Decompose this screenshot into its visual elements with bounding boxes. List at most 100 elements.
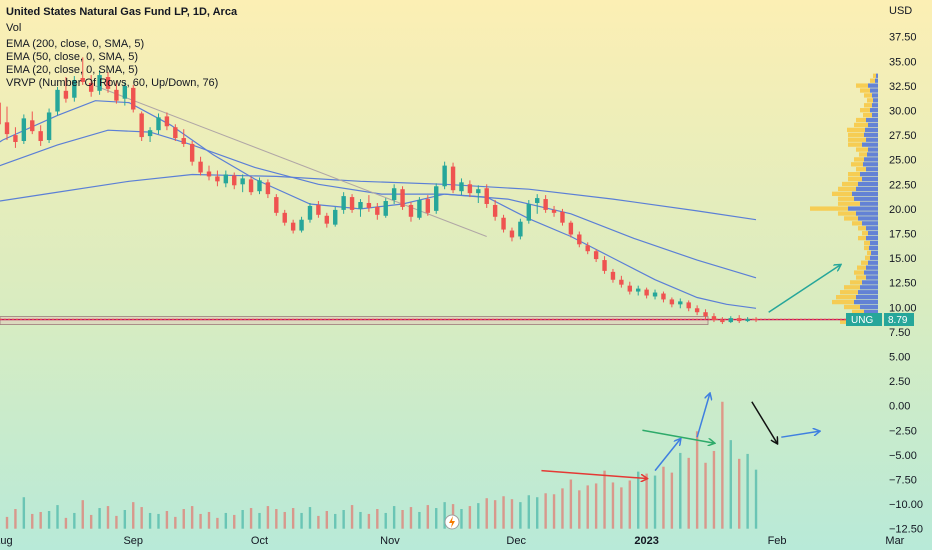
vp-row-up: [869, 245, 878, 251]
blue-arrow-2: [696, 394, 710, 438]
candle-body: [0, 102, 1, 125]
volume-profile: [810, 73, 878, 324]
volume-bar: [620, 487, 623, 529]
candle-body: [753, 319, 759, 321]
candle-body: [745, 319, 750, 322]
candle-body: [737, 318, 742, 322]
legend-title: United States Natural Gas Fund LP, 1D, A…: [6, 6, 238, 18]
volume-bar: [115, 515, 118, 529]
volume-bar: [308, 507, 312, 529]
y-tick-label: 27.50: [889, 130, 917, 142]
candle-body: [450, 166, 456, 191]
candle-body: [114, 89, 119, 101]
vp-row-up: [860, 172, 878, 177]
vp-row-up: [866, 275, 878, 280]
vp-row-down: [856, 275, 866, 280]
volume-bar: [544, 493, 547, 529]
vp-row-up: [875, 78, 878, 83]
vp-row-up: [864, 270, 878, 275]
vp-row-down: [848, 142, 862, 147]
lightning-icon[interactable]: [444, 514, 460, 530]
volume-bar: [342, 510, 345, 529]
vp-row-down: [848, 176, 862, 182]
vp-row-up: [866, 226, 878, 231]
green-arrow: [642, 429, 714, 443]
vp-row-up: [862, 280, 878, 285]
candle-body: [38, 131, 43, 142]
candle-body: [610, 271, 616, 280]
vp-row-down: [810, 206, 848, 211]
candle-body: [46, 112, 52, 141]
volume-bar: [207, 511, 211, 529]
candle-body: [686, 302, 691, 309]
volume-bar: [106, 506, 110, 529]
vp-row-up: [870, 88, 878, 93]
volume-bar: [64, 517, 68, 529]
vp-row-down: [857, 265, 866, 270]
legend-vol: Vol: [6, 22, 21, 34]
candle-body: [181, 138, 186, 144]
x-tick-label: Sep: [123, 535, 143, 547]
vp-row-up: [863, 162, 878, 167]
volume-bar: [704, 462, 707, 529]
volume-bar: [73, 512, 76, 529]
vp-row-up: [876, 73, 878, 78]
annotations: [541, 66, 932, 478]
candle-body: [316, 204, 321, 215]
volume-bar: [477, 503, 480, 529]
vp-row-down: [864, 93, 872, 98]
vp-row-up: [870, 108, 878, 113]
candle-body: [627, 285, 632, 292]
y-tick-label: 30.00: [889, 106, 917, 118]
vp-row-down: [847, 127, 865, 133]
volume-bar: [746, 453, 749, 529]
candle-body: [636, 288, 641, 292]
volume-bar: [165, 510, 169, 529]
price-tag: UNG 8.79: [846, 313, 914, 326]
vp-row-up: [862, 176, 878, 182]
vp-row-down: [867, 250, 871, 256]
volume-bar: [275, 509, 278, 529]
y-tick-label: 20.00: [889, 204, 917, 216]
volume-bar: [56, 505, 59, 529]
candle-body: [669, 299, 675, 305]
candle-body: [366, 202, 372, 208]
volume-bar: [47, 510, 51, 529]
volume-bar: [249, 508, 253, 529]
x-tick-label: Nov: [380, 535, 400, 547]
vp-row-up: [854, 196, 878, 201]
candle-body: [711, 316, 717, 321]
legend-ema-200: EMA (200, close, 0, SMA, 5): [6, 38, 144, 50]
vp-row-down: [844, 304, 860, 310]
y-tick-label: −2.50: [889, 425, 917, 437]
candle-body: [240, 178, 245, 185]
volume-bar: [199, 513, 202, 529]
volume-bar: [603, 470, 606, 529]
vp-row-down: [848, 132, 864, 137]
volume-bar: [31, 513, 34, 529]
volume-bar: [241, 510, 244, 529]
volume-bar: [5, 516, 9, 529]
candle-body: [265, 182, 271, 195]
candle-body: [257, 180, 262, 192]
legend: United States Natural Gas Fund LP, 1D, A…: [6, 6, 238, 89]
y-axis: 37.50 35.00 32.50 30.00 27.50 25.00 22.50 20.00…: [889, 32, 923, 536]
candle-body: [248, 179, 254, 193]
vp-row-up: [860, 285, 878, 290]
candle-body: [543, 199, 548, 210]
blue-arrow-3: [781, 431, 819, 438]
y-tick-label: 10.00: [889, 302, 917, 314]
vp-row-up: [871, 250, 878, 256]
volume-bar: [148, 512, 152, 529]
volume-bar: [22, 497, 26, 529]
vp-row-up: [866, 137, 878, 142]
volume-bar: [460, 509, 463, 529]
vp-row-up: [868, 231, 878, 236]
vp-row-up: [854, 299, 878, 305]
candle-body: [383, 201, 388, 216]
ema-200-line: [0, 173, 757, 221]
volume-bar: [628, 480, 631, 529]
vp-row-down: [852, 309, 864, 315]
candle-body: [703, 312, 708, 317]
vp-row-down: [856, 147, 868, 152]
